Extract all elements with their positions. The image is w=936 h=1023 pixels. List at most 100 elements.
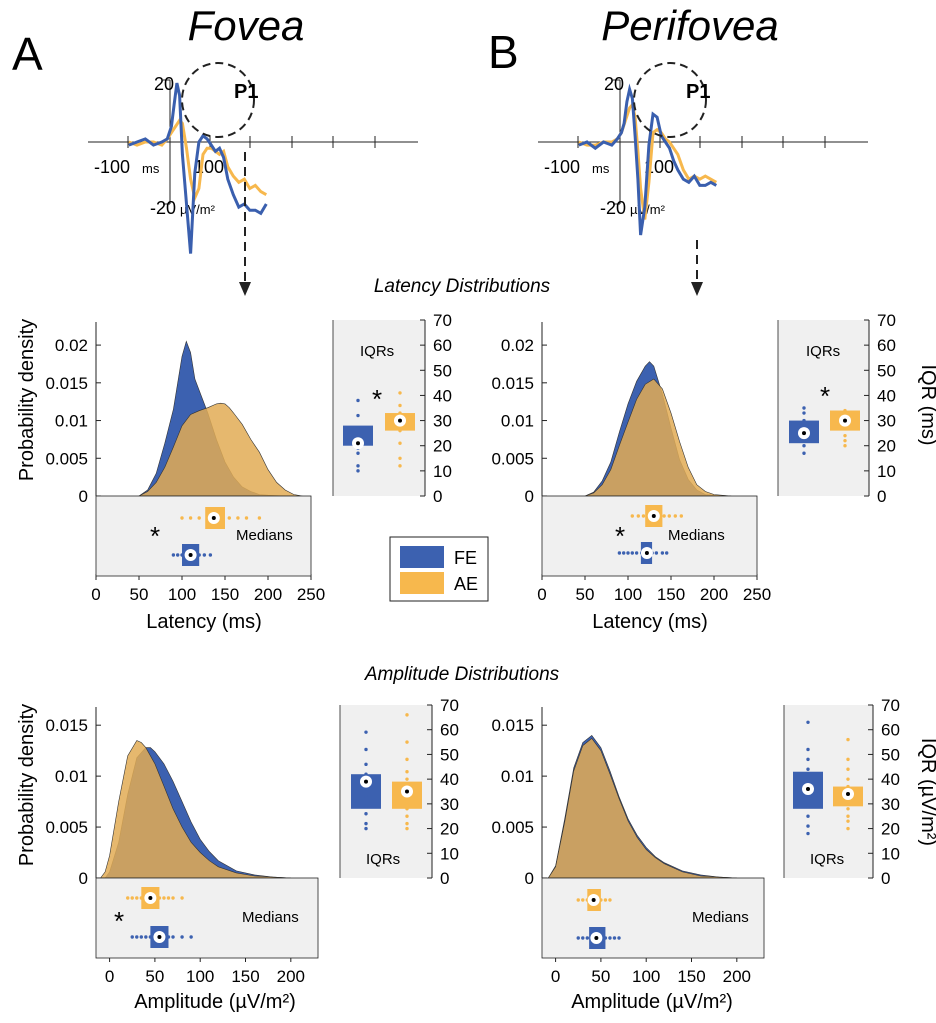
amplitude-a-iqrs-label: IQRs	[366, 851, 400, 868]
amplitude-a-fe-median-glyph	[130, 926, 193, 948]
amplitude-b-fe-iqr-glyph	[793, 720, 823, 836]
amplitude-b-fe-iqr-glyph-dot	[806, 814, 810, 818]
amplitude-a-xtick-label: 200	[277, 967, 305, 986]
latency-a-ae-iqr-glyph-median-dot	[398, 418, 402, 423]
amplitude-a-ae-iqr-glyph	[392, 713, 422, 831]
latency-a-ae-iqr-glyph-dot	[398, 403, 402, 408]
erp-b-fe-line	[578, 83, 718, 236]
p1-arrow-head-a	[239, 282, 251, 296]
latency-b-fe-iqr-glyph-median-dot	[802, 431, 806, 436]
latency-b-ae-median-glyph-dot	[641, 514, 646, 518]
amplitude-a-ae-iqr-glyph-dot	[405, 821, 409, 826]
latency-a-ae-median-glyph-dot	[227, 516, 231, 520]
amplitude-b-ae-iqr-glyph-dot	[846, 737, 850, 742]
amplitude-a-ytick-label: 0	[79, 869, 88, 888]
amplitude-a-fe-median-glyph-dot	[166, 935, 171, 939]
amplitude-a-medians-label: Medians	[242, 909, 299, 926]
latency-a-fe-median-glyph-dot	[171, 553, 176, 557]
ylabel-density-amplitude: Probability density	[16, 704, 38, 866]
amplitude-b-ae-iqr-glyph	[833, 737, 863, 831]
amplitude-b-fe-median-glyph-median-dot	[594, 936, 599, 940]
latency-b-ae-median-glyph-median-dot	[651, 514, 656, 518]
latency-b-fe-iqr-glyph-dot	[802, 406, 806, 410]
latency-b-ae-iqr-glyph-dot	[843, 426, 847, 430]
latency-a-xtick-label: 100	[168, 585, 196, 604]
latency-b-ae-median-glyph-dot	[667, 514, 671, 518]
panel-label-b: B	[488, 26, 519, 78]
amplitude-a-fe-iqr-glyph-dot	[364, 812, 368, 816]
amplitude-a-fe-median-glyph-dot	[189, 935, 193, 939]
latency-section-title: Latency Distributions	[374, 276, 551, 297]
amplitude-a-iqr-tick-label: 40	[440, 770, 459, 789]
latency-b-xtick-label: 0	[537, 585, 546, 604]
amplitude-b-iqr-tick-label: 70	[881, 696, 900, 715]
latency-a-medians-star: *	[150, 521, 160, 551]
ylabel-density-latency: Probability density	[16, 319, 38, 481]
p1-circle-b	[633, 62, 707, 138]
latency-a-fe-median-glyph-dot	[176, 553, 180, 557]
amplitude-a-fe-iqr-glyph-dot	[364, 747, 368, 752]
erp-a-fe-line	[128, 82, 268, 254]
amplitude-b-iqrs-label: IQRs	[810, 851, 844, 868]
amplitude-b-medians-inset	[541, 877, 765, 959]
latency-a-ae-median-glyph-dot	[180, 516, 184, 520]
amplitude-b-fe-median-glyph-dot	[603, 936, 608, 940]
legend-fe-label: FE	[454, 548, 477, 568]
amplitude-b-fe-iqr-glyph-dot	[806, 831, 810, 836]
amplitude-b-iqr-tick-label: 30	[881, 795, 900, 814]
panel-label-a: A	[12, 28, 43, 80]
latency-a-xtick-label: 200	[254, 585, 282, 604]
amplitude-a-ae-iqr-glyph-dot	[405, 799, 409, 804]
amplitude-a-xtick-label: 50	[145, 967, 164, 986]
title-fovea: Fovea	[188, 2, 305, 49]
latency-b-iqr-star: *	[820, 381, 830, 411]
latency-b-xtick-label: 200	[700, 585, 728, 604]
latency-a-fe-median-glyph-dot	[197, 553, 201, 557]
amplitude-a-fe-median-glyph-median-dot	[157, 935, 162, 939]
amplitude-b-ae-iqr-glyph-dot	[846, 814, 850, 818]
latency-b-iqr-tick-label: 50	[877, 361, 896, 380]
latency-b-fe-median-glyph-dot	[660, 551, 665, 555]
latency-a-ae-iqr-glyph-dot	[398, 464, 402, 468]
latency-b-ae-median-glyph	[630, 505, 684, 527]
amplitude-b-fe-median-glyph-dot	[617, 936, 621, 940]
latency-a-ytick-label: 0	[79, 487, 88, 506]
amplitude-a-ae-median-glyph	[126, 887, 184, 909]
amplitude-b-ae-median-glyph-median-dot	[591, 898, 596, 902]
xlabel-amplitude-b: Amplitude (µV/m²)	[571, 991, 733, 1013]
latency-b-ae-iqr-glyph	[830, 408, 860, 448]
latency-a-ytick-label: 0.02	[55, 336, 88, 355]
latency-b-fe-median-glyph-dot	[617, 551, 622, 555]
amplitude-a-fe-iqr-glyph-dot	[364, 821, 368, 826]
amplitude-a-fe-iqr-glyph-dot	[364, 826, 368, 831]
latency-b-xtick-label: 100	[614, 585, 642, 604]
ylabel-iqr-amplitude: IQR (µV/m²)	[917, 738, 936, 846]
latency-a-ae-median-glyph-dot	[244, 516, 249, 520]
latency-a-ytick-label: 0.015	[45, 374, 88, 393]
amplitude-b-ytick-label: 0.015	[491, 716, 534, 735]
amplitude-a-ae-iqr-glyph-dot	[405, 814, 409, 818]
latency-b-iqr-tick-label: 60	[877, 336, 896, 355]
amplitude-b-fe-iqr-glyph-dot	[806, 757, 810, 762]
latency-a-fe-iqr-glyph-median-dot	[356, 441, 360, 446]
erp-a-xleft-label: -100	[94, 157, 130, 177]
amplitude-b-iqr-tick-label: 10	[881, 844, 900, 863]
amplitude-a-iqr-tick-label: 70	[440, 696, 459, 715]
amplitude-b-medians-label: Medians	[692, 909, 749, 926]
latency-b-iqr-inset	[778, 320, 869, 496]
latency-b-fe-iqr-glyph-dot	[802, 423, 806, 428]
latency-a-iqr-tick-label: 50	[433, 361, 452, 380]
erp-b-ybottom-label: -20	[600, 198, 626, 218]
amplitude-a-ae-median-glyph-dot	[135, 896, 139, 900]
amplitude-a-fe-iqr-glyph-dot	[364, 772, 368, 776]
latency-a-iqr-inset	[333, 320, 425, 496]
title-perifovea: Perifovea	[601, 2, 778, 49]
amplitude-a-xtick-label: 150	[231, 967, 259, 986]
xlabel-amplitude-a: Amplitude (µV/m²)	[134, 991, 296, 1013]
latency-a-ae-median-glyph-median-dot	[211, 516, 216, 520]
latency-b-fe-median-glyph-dot	[630, 551, 634, 555]
amplitude-a-ae-iqr-glyph-dot	[405, 757, 409, 762]
amplitude-b-density-ae	[547, 737, 737, 879]
